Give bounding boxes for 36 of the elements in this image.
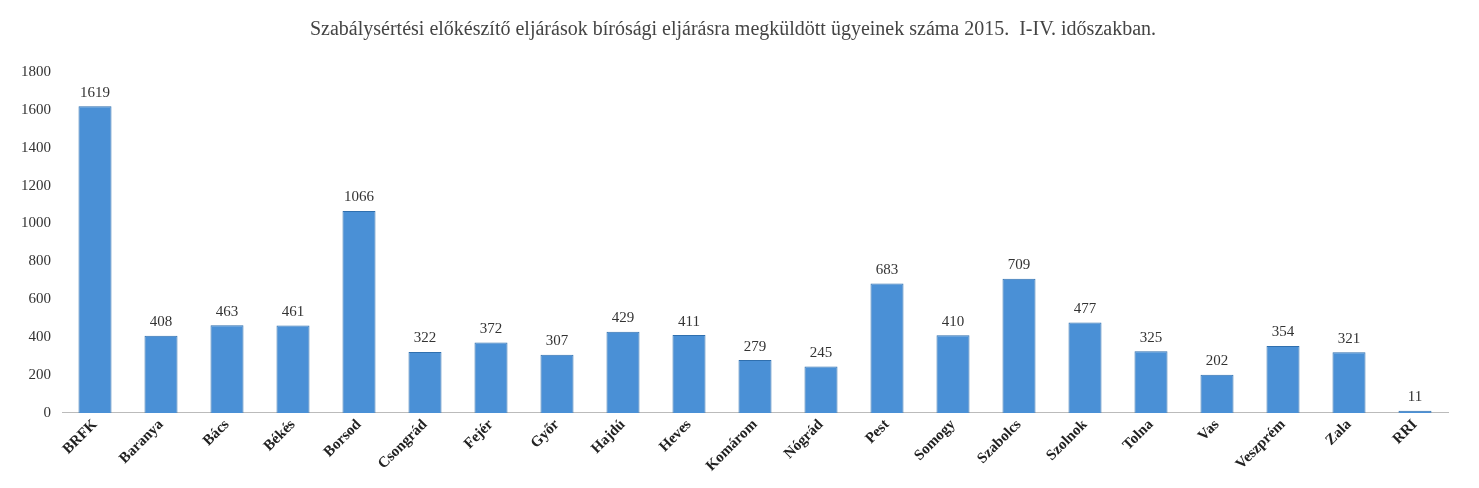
data-label: 202 [1205, 352, 1229, 369]
data-label: 325 [1139, 328, 1163, 345]
data-label: 477 [1073, 300, 1097, 317]
data-label: 411 [678, 312, 700, 329]
data-label: 279 [743, 337, 767, 354]
data-label: 1066 [344, 188, 375, 205]
data-label: 354 [1271, 323, 1295, 340]
y-tick-label: 600 [28, 290, 51, 307]
data-label: 11 [1407, 388, 1423, 405]
y-tick-label: 1200 [21, 176, 51, 193]
data-label: 307 [545, 332, 569, 349]
data-label: 463 [215, 302, 239, 319]
x-tick-label: Bács [199, 415, 232, 449]
data-label: 372 [479, 319, 503, 336]
data-label: 429 [611, 309, 635, 326]
y-tick-label: 0 [43, 403, 51, 420]
y-tick-label: 1400 [21, 138, 51, 155]
data-label: 408 [149, 313, 173, 330]
x-tick-label: Zala [1321, 415, 1355, 448]
data-label: 709 [1007, 256, 1031, 273]
y-tick-label: 400 [28, 328, 51, 345]
y-tick-label: 1600 [21, 100, 51, 117]
data-label: 683 [875, 261, 899, 277]
data-label: 410 [941, 312, 965, 329]
x-tick-label: Pest [861, 415, 892, 446]
x-tick-label: Vas [1194, 415, 1222, 444]
y-tick-label: 1000 [21, 214, 51, 231]
data-label: 322 [413, 329, 437, 346]
data-label: 321 [1337, 329, 1361, 346]
y-tick-label: 200 [28, 365, 51, 382]
y-tick-label: 1800 [21, 62, 51, 79]
data-label: 461 [281, 303, 305, 320]
y-tick-label: 800 [28, 252, 51, 269]
data-label: 245 [809, 343, 833, 360]
chart-title: Szabálysértési előkészítő eljárások bírósági eljárásra megküldött ügyeinek száma 2015. I-IV. időszakban. [309, 17, 1157, 41]
data-label: 1619 [80, 83, 110, 100]
